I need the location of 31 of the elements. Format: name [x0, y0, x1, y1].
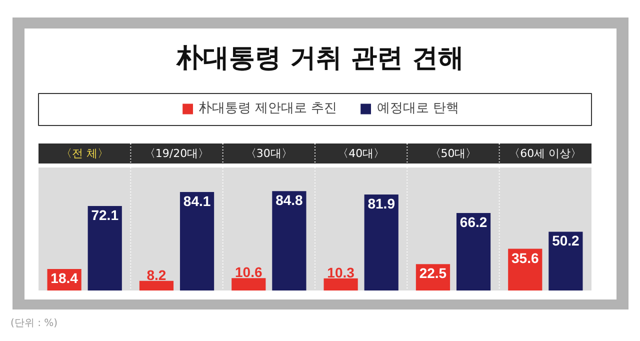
- data-label: 8.2: [146, 266, 166, 283]
- bar: [456, 212, 491, 290]
- x-tick-label: 〈40대〉: [338, 147, 385, 160]
- legend-label: 朴대통령 제안대로 추진: [198, 100, 338, 117]
- data-label: 66.2: [460, 214, 488, 230]
- x-tick-label: 〈50대〉: [430, 147, 477, 160]
- bar: [232, 278, 266, 290]
- text: (단위 : %): [10, 318, 58, 329]
- data-label: 72.1: [91, 207, 119, 224]
- x-tick-label: 〈전 체〉: [60, 147, 108, 160]
- chart-title: 朴대통령 거취 관련 견해: [174, 44, 464, 74]
- data-label: 84.1: [183, 192, 211, 209]
- data-label: 84.8: [276, 192, 304, 208]
- data-label: 35.6: [512, 250, 539, 266]
- x-tick-label: 〈19/20대〉: [144, 147, 210, 160]
- bar: [139, 280, 174, 290]
- bar: [180, 192, 214, 290]
- bar: [272, 191, 306, 290]
- bar: [548, 232, 583, 290]
- legend-label: 예정대로 탄핵: [377, 100, 460, 117]
- data-label: 50.2: [552, 232, 580, 249]
- bar: [324, 278, 358, 290]
- data-label: 22.5: [419, 265, 447, 282]
- data-label: 81.9: [368, 196, 396, 212]
- bar: [88, 206, 122, 290]
- data-label: 10.3: [327, 264, 355, 280]
- data-label: 18.4: [50, 270, 78, 286]
- x-tick-label: 〈60세 이상〉: [509, 147, 582, 160]
- x-tick-label: 〈30대〉: [245, 147, 292, 160]
- bar: [364, 194, 398, 290]
- data-label: 10.6: [235, 264, 262, 280]
